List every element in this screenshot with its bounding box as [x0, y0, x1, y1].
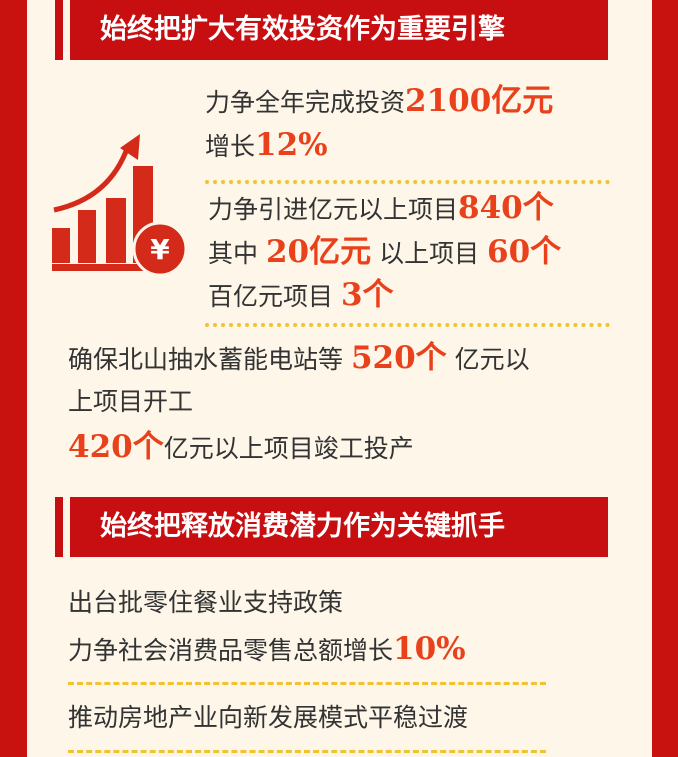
svg-text:¥: ¥ — [150, 233, 170, 266]
line-policy: 出台批零住餐业支持政策 — [68, 586, 343, 620]
text: 力争引进亿元以上项目 — [208, 195, 459, 224]
text: 力争全年完成投资 — [205, 88, 406, 117]
line-real-estate: 推动房地产业向新发展模式平稳过渡 — [68, 701, 468, 735]
text: 出台批零住餐业支持政策 — [68, 588, 344, 617]
number: 12% — [255, 127, 328, 163]
text: 上项目开工 — [68, 387, 194, 416]
divider — [68, 682, 546, 685]
divider — [68, 750, 546, 753]
number: 420个 — [68, 429, 164, 465]
content-panel — [27, 0, 652, 757]
number: 20亿元 — [265, 234, 372, 270]
number: 520个 — [350, 340, 447, 376]
divider — [205, 180, 610, 184]
header-accent-strip — [55, 497, 63, 557]
number: 840个 — [458, 190, 554, 226]
number: 3个 — [340, 277, 394, 313]
text: 亿元以 — [454, 345, 530, 374]
line-start-projects-cont: 上项目开工 — [68, 385, 193, 419]
line-completed-projects: 420个亿元以上项目竣工投产 — [68, 430, 414, 466]
line-retail-growth: 力争社会消费品零售总额增长10% — [68, 632, 466, 668]
number: 60个 — [487, 234, 562, 270]
divider — [205, 323, 610, 327]
text: 百亿元项目 — [208, 282, 334, 311]
header-accent-strip — [55, 0, 63, 60]
line-projects-20: 其中 20亿元 以上项目 60个 — [208, 235, 561, 271]
text: 力争社会消费品零售总额增长 — [68, 636, 394, 665]
text: 增长 — [205, 132, 256, 161]
text: 亿元以上项目竣工投产 — [163, 434, 414, 463]
text: 推动房地产业向新发展模式平稳过渡 — [68, 703, 469, 732]
bar-chart-growth-yuan-icon: ¥ — [52, 134, 188, 277]
line-investment-total: 力争全年完成投资2100亿元 — [205, 84, 553, 120]
line-start-projects: 确保北山抽水蓄能电站等 520个 亿元以 — [68, 341, 530, 377]
line-projects-100: 百亿元项目 3个 — [208, 278, 394, 314]
text: 确保北山抽水蓄能电站等 — [68, 345, 344, 374]
number: 10% — [393, 631, 466, 667]
section-title-investment: 始终把扩大有效投资作为重要引擎 — [70, 0, 608, 60]
line-growth: 增长12% — [205, 128, 328, 164]
section-title-consumption: 始终把释放消费潜力作为关键抓手 — [70, 497, 608, 557]
text: 其中 — [208, 239, 259, 268]
line-projects: 力争引进亿元以上项目840个 — [208, 191, 554, 227]
text: 以上项目 — [379, 239, 480, 268]
number: 2100亿元 — [405, 83, 554, 119]
